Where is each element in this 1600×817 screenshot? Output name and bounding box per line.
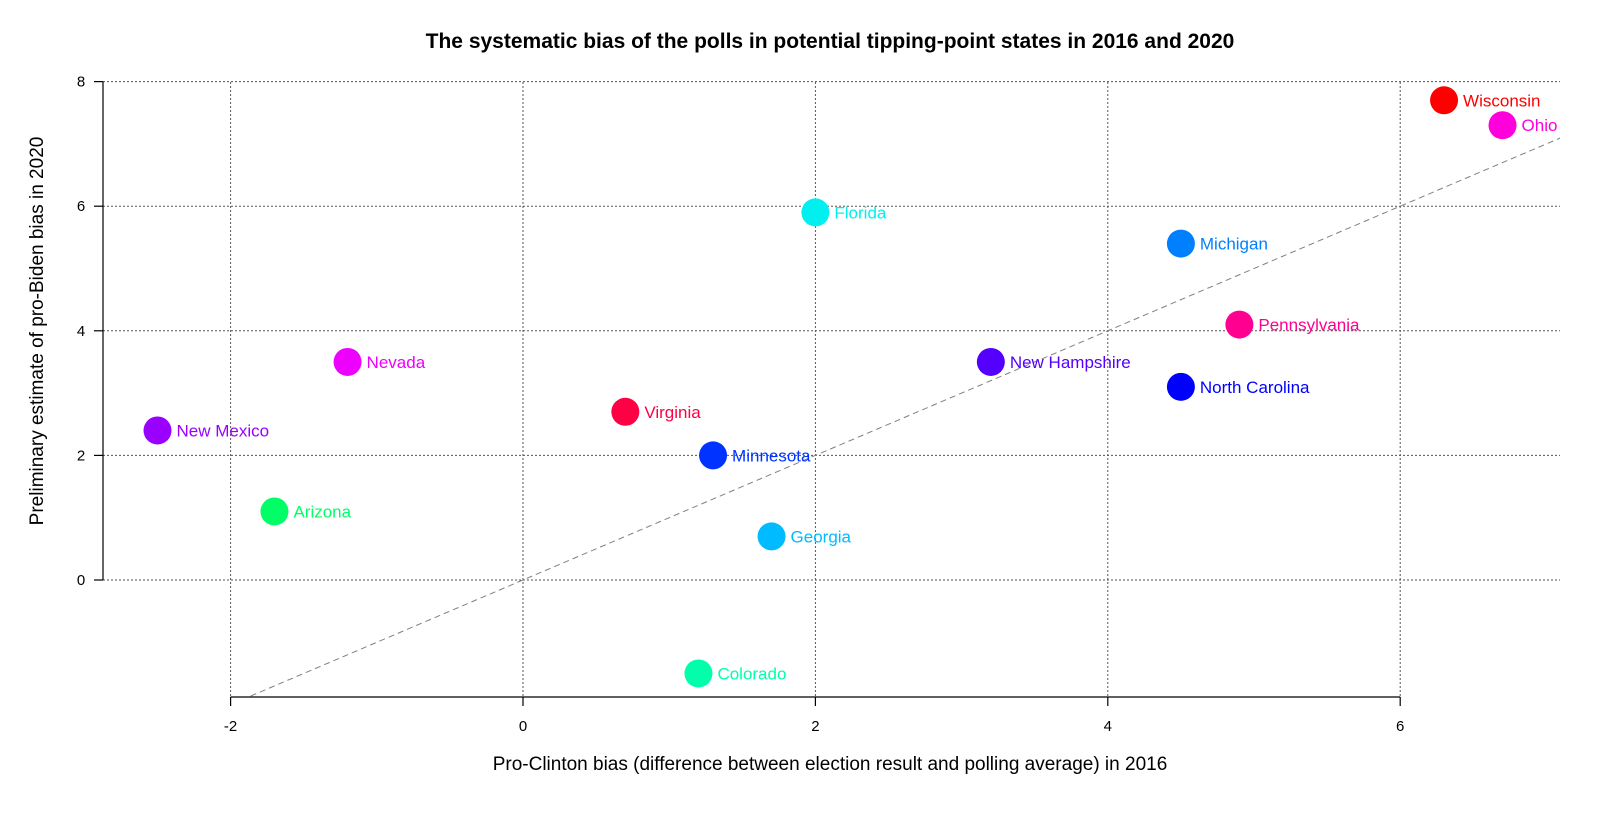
data-point <box>1488 111 1517 140</box>
data-point-label: Pennsylvania <box>1258 316 1360 335</box>
reference-line-group <box>247 137 1560 697</box>
data-point <box>1166 229 1195 258</box>
data-point <box>976 347 1005 376</box>
y-axis-label: Preliminary estimate of pro-Biden bias i… <box>27 137 48 526</box>
data-point-label: Nevada <box>367 353 426 372</box>
data-point-label: Wisconsin <box>1463 91 1540 110</box>
y-tick-label: 4 <box>77 323 85 340</box>
x-tick-label: 0 <box>519 718 527 735</box>
y-tick-label: 6 <box>77 198 85 215</box>
x-tick-label: 6 <box>1396 718 1404 735</box>
axes: 0 2 4 6 8 -2 0 2 4 6 <box>77 74 1405 735</box>
data-point-label: Arizona <box>293 502 351 521</box>
data-point <box>611 397 640 426</box>
data-point-label: Virginia <box>644 403 701 422</box>
data-point-label: Colorado <box>717 664 786 683</box>
data-point-label: North Carolina <box>1200 378 1310 397</box>
y-tick-label: 2 <box>77 447 85 464</box>
data-point <box>684 659 713 688</box>
y-tick-label: 0 <box>77 572 85 589</box>
grid-lines <box>103 81 1560 697</box>
data-point-label: Georgia <box>791 527 852 546</box>
reference-line <box>247 137 1560 697</box>
data-points: Wisconsin Ohio Florida Michigan Pennsylvania… <box>143 86 1558 688</box>
chart-title: The systematic bias of the polls in pote… <box>426 30 1235 53</box>
data-point-label: Minnesota <box>732 446 811 465</box>
data-point <box>260 497 289 526</box>
data-point <box>801 198 830 227</box>
data-point <box>1430 86 1459 115</box>
x-tick-label: 2 <box>811 718 819 735</box>
data-point <box>333 347 362 376</box>
data-point-label: New Hampshire <box>1010 353 1131 372</box>
data-point-label: Ohio <box>1522 116 1558 135</box>
data-point <box>1225 310 1254 339</box>
data-point <box>143 416 172 445</box>
x-tick-label: 4 <box>1104 718 1112 735</box>
data-point <box>757 522 786 551</box>
data-point-label: Florida <box>834 203 887 222</box>
data-point-label: New Mexico <box>177 421 270 440</box>
x-tick-label: -2 <box>224 718 237 735</box>
y-tick-label: 8 <box>77 74 85 91</box>
data-point <box>699 441 728 470</box>
x-axis-label: Pro-Clinton bias (difference between ele… <box>493 754 1168 775</box>
data-point <box>1166 372 1195 401</box>
data-point-label: Michigan <box>1200 235 1268 254</box>
